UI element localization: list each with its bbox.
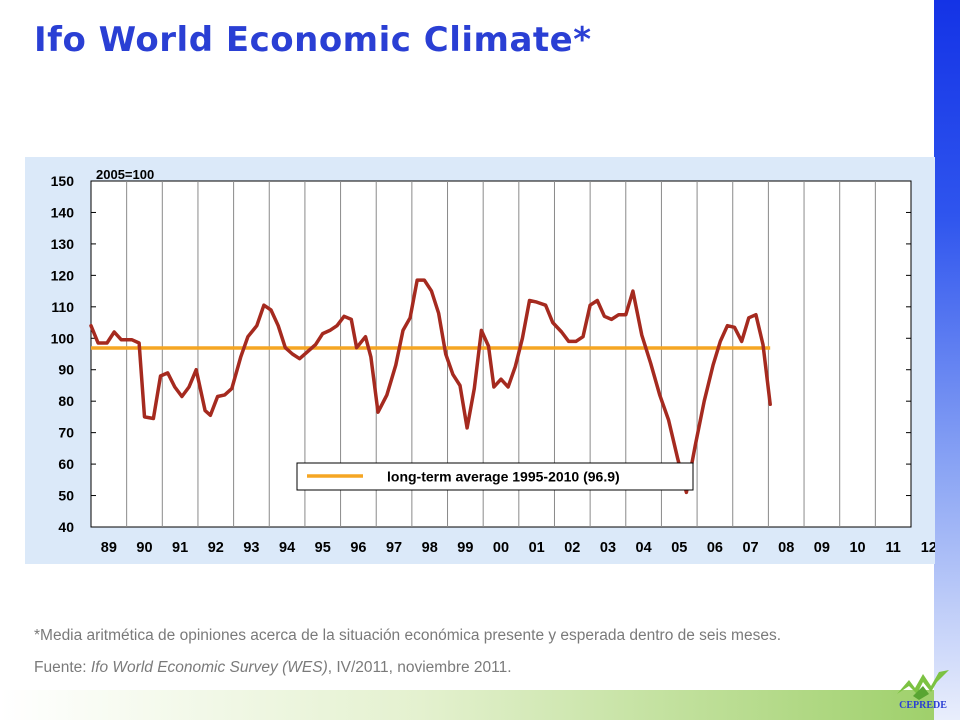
x-tick-label: 08 [778, 540, 794, 556]
y-tick-label: 100 [51, 330, 75, 346]
x-tick-label: 96 [350, 540, 366, 556]
page-title: Ifo World Economic Climate* [34, 20, 592, 60]
y-tick-label: 60 [58, 456, 74, 472]
right-accent-bar [934, 0, 960, 720]
footnote: *Media aritmética de opiniones acerca de… [34, 627, 782, 644]
y-tick-label: 90 [58, 362, 74, 378]
x-tick-label: 94 [279, 540, 295, 556]
legend-label: long-term average 1995-2010 (96.9) [387, 469, 620, 485]
x-tick-label: 99 [457, 540, 473, 556]
x-tick-label: 02 [564, 540, 580, 556]
index-note: 2005=100 [96, 167, 154, 182]
logo-text: CEPREDE [899, 700, 947, 711]
x-tick-label: 00 [493, 540, 509, 556]
y-tick-label: 130 [51, 236, 75, 252]
x-tick-label: 98 [422, 540, 438, 556]
x-tick-label: 04 [636, 540, 652, 556]
y-tick-label: 80 [58, 393, 74, 409]
y-tick-label: 150 [51, 173, 75, 189]
source-publication: Ifo World Economic Survey (WES) [90, 659, 328, 676]
y-tick-label: 50 [58, 488, 74, 504]
x-tick-label: 10 [849, 540, 865, 556]
source-note: Fuente: Ifo World Economic Survey (WES),… [34, 659, 512, 677]
ceprede-logo: CEPREDE [893, 668, 953, 716]
x-tick-label: 91 [172, 540, 188, 556]
bottom-green-band [0, 690, 934, 720]
line-chart: 40 50 60 70 80 90 100 110 120 130 140 150 89 90 91 92 93… [51, 167, 935, 556]
x-tick-label: 90 [136, 540, 152, 556]
x-tick-label: 89 [101, 540, 117, 556]
y-tick-label: 70 [58, 425, 74, 441]
y-tick-label: 40 [58, 519, 74, 535]
ceprede-logo-icon [897, 670, 949, 700]
x-tick-label: 11 [886, 540, 901, 556]
x-tick-label: 06 [707, 540, 723, 556]
x-tick-label: 95 [315, 540, 331, 556]
y-tick-label: 140 [51, 204, 75, 220]
legend: long-term average 1995-2010 (96.9) [296, 462, 694, 491]
climate-index-line [89, 278, 772, 495]
x-tick-label: 12 [921, 540, 935, 556]
x-tick-label: 05 [671, 540, 687, 556]
x-tick-label: 92 [208, 540, 224, 556]
source-suffix: , IV/2011, noviembre 2011. [327, 659, 512, 676]
source-prefix: Fuente: [34, 659, 91, 676]
x-tick-label: 97 [386, 540, 402, 556]
x-tick-label: 93 [243, 540, 259, 556]
x-tick-label: 03 [600, 540, 616, 556]
x-tick-label: 09 [814, 540, 830, 556]
y-tick-label: 110 [51, 299, 74, 315]
chart-panel: 40 50 60 70 80 90 100 110 120 130 140 150 89 90 91 92 93… [25, 157, 935, 564]
y-tick-label: 120 [51, 267, 75, 283]
x-tick-label: 07 [742, 540, 758, 556]
x-tick-label: 01 [529, 540, 545, 556]
